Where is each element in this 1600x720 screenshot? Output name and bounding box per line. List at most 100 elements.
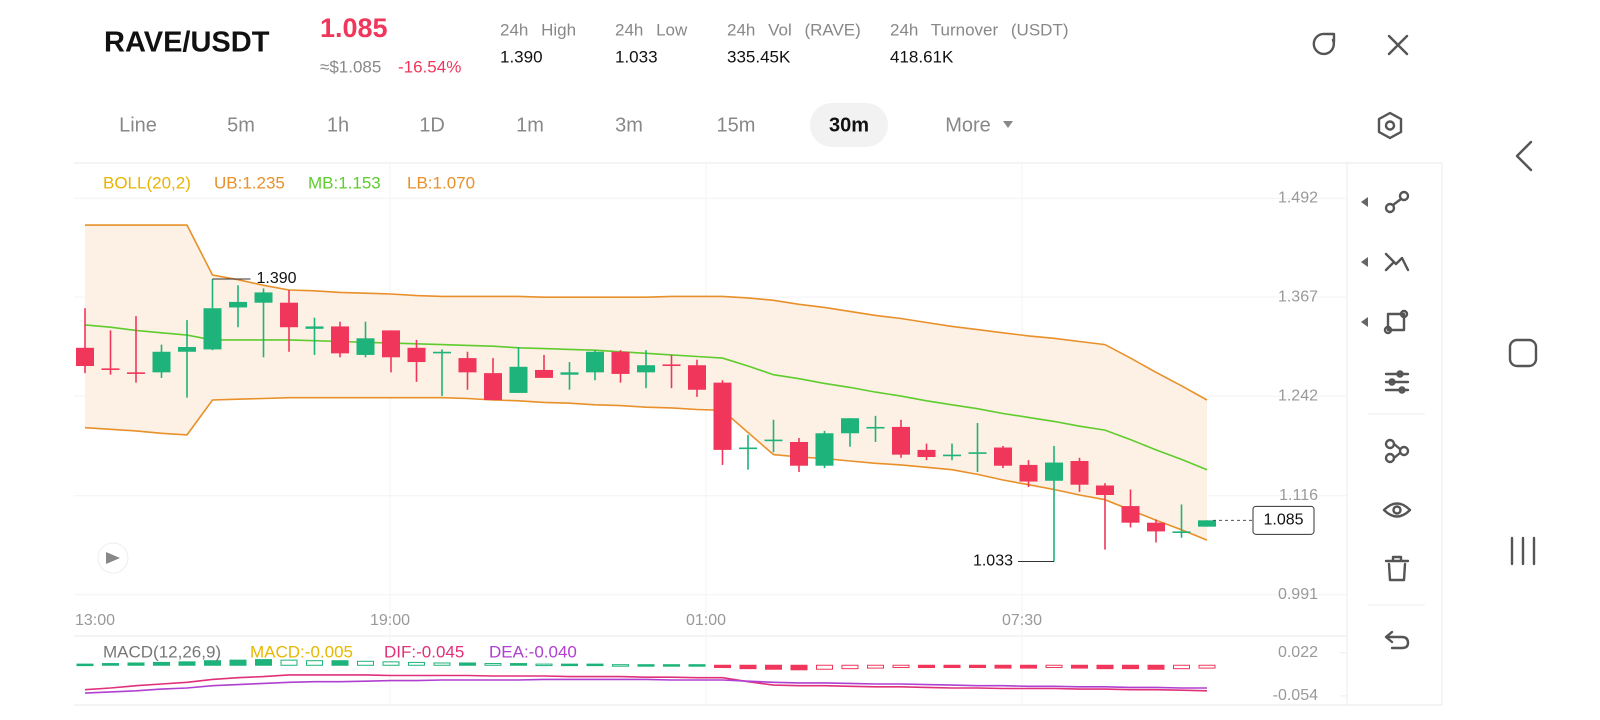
macd-bar <box>586 663 604 667</box>
eye-tool[interactable] <box>1382 502 1412 518</box>
macd-bar <box>306 660 323 666</box>
timeframe-tab[interactable]: More <box>945 114 991 136</box>
home-button[interactable] <box>1508 338 1538 368</box>
macd-bar <box>76 663 94 667</box>
candle-body <box>382 330 400 358</box>
candle-body <box>407 347 426 363</box>
macd-bar <box>433 662 451 666</box>
macd-bar <box>408 661 425 666</box>
timeframe-tab[interactable]: 15m <box>717 114 756 136</box>
candle-body <box>1147 522 1165 532</box>
candle-body <box>356 338 375 355</box>
android-nav <box>1508 140 1538 566</box>
settings-icon[interactable] <box>1377 111 1403 140</box>
timeframe-tab[interactable]: 30m <box>829 114 869 136</box>
stat-label: 24h Vol (RAVE) <box>727 20 861 39</box>
macd-bar <box>943 664 961 669</box>
visibility-toggle[interactable] <box>97 542 129 574</box>
candle-body <box>662 364 681 367</box>
macd-bar <box>637 664 655 667</box>
macd-bar <box>1173 664 1190 670</box>
price: 1.085 <box>320 13 388 43</box>
low-label: 1.033 <box>973 553 1013 570</box>
stat-label: 24h Low <box>615 20 688 39</box>
candle-body <box>1045 462 1063 481</box>
macd-bar <box>688 664 706 667</box>
candle-body <box>458 358 477 373</box>
macd-bar <box>331 660 349 666</box>
macd-bar <box>765 664 782 670</box>
more-caret[interactable] <box>1003 121 1013 128</box>
back-button[interactable] <box>1515 140 1533 172</box>
timeframe-tab[interactable]: 1m <box>516 114 544 136</box>
trend-tool[interactable] <box>1384 252 1410 272</box>
magnet-tool[interactable] <box>1384 438 1410 464</box>
macd-bar <box>1020 664 1037 669</box>
candle-body <box>509 366 528 393</box>
macd-bar <box>127 662 145 666</box>
macd-title: MACD(12,26,9) <box>103 642 221 661</box>
candle-body <box>943 454 961 457</box>
shape-tool[interactable] <box>1383 309 1409 335</box>
macd-bar <box>229 659 247 666</box>
recents-button[interactable] <box>1510 536 1536 566</box>
undo-tool[interactable] <box>1384 630 1410 650</box>
y-tick-label: 1.367 <box>1278 288 1318 305</box>
refresh-icon[interactable] <box>1312 32 1336 56</box>
last-price-label: 1.085 <box>1263 512 1303 529</box>
macd-bar <box>204 660 221 666</box>
pair: RAVE/USDT <box>104 27 270 59</box>
macd-bar <box>561 663 578 667</box>
stat-label: 24h High <box>500 20 576 39</box>
stat-value: 418.61K <box>890 47 954 66</box>
stat-value: 335.45K <box>727 47 791 66</box>
timeframe-tab[interactable]: 1h <box>327 114 349 136</box>
macd-bar <box>459 662 476 666</box>
candle-body <box>254 292 273 303</box>
timeframe-tab[interactable]: Line <box>119 114 157 136</box>
macd-bar <box>255 659 272 666</box>
candle-body <box>76 347 94 367</box>
legend-entry: UB:1.235 <box>214 173 285 192</box>
delete-tool[interactable] <box>1384 555 1410 582</box>
macd-bar <box>1071 664 1088 669</box>
x-tick-label: 01:00 <box>686 612 726 629</box>
adjust-tool[interactable] <box>1384 370 1410 394</box>
macd-bar <box>153 661 170 666</box>
candle-body <box>152 351 171 373</box>
x-tick-label: 19:00 <box>370 612 410 629</box>
candle-body <box>790 441 808 466</box>
legend-entry: DIF:-0.045 <box>384 642 464 661</box>
toolbar <box>1361 190 1425 650</box>
macd-bar <box>178 661 196 666</box>
timeframe-tab[interactable]: 3m <box>615 114 643 136</box>
candle-body <box>764 439 783 442</box>
macd-bar <box>357 660 374 666</box>
macd-bar <box>484 663 502 666</box>
stat-value: 1.033 <box>615 47 658 66</box>
candle-body <box>280 302 298 328</box>
timeframe-tab[interactable]: 5m <box>227 114 255 136</box>
line-tool[interactable] <box>1384 190 1410 214</box>
indicator-label: BOLL(20,2) <box>103 173 191 192</box>
macd-bar <box>1147 664 1165 670</box>
boll-line <box>84 396 1208 541</box>
macd-bar <box>969 664 986 669</box>
macd-bar <box>1096 664 1114 670</box>
candle-body <box>841 418 859 434</box>
change: -16.54% <box>398 57 461 76</box>
boll-line <box>85 224 1208 401</box>
macd-bar <box>867 664 884 669</box>
close-icon[interactable] <box>1387 34 1409 56</box>
macd-bar <box>663 664 680 667</box>
candle-body <box>892 426 910 455</box>
candle-body <box>484 373 502 401</box>
candle-body <box>433 351 451 354</box>
candle-body <box>1172 531 1191 534</box>
timeframe-tab[interactable]: 1D <box>419 114 445 136</box>
candle-body <box>1019 464 1038 482</box>
candle-body <box>305 326 324 329</box>
x-tick-label: 07:30 <box>1002 612 1042 629</box>
macd-bar <box>510 663 527 666</box>
